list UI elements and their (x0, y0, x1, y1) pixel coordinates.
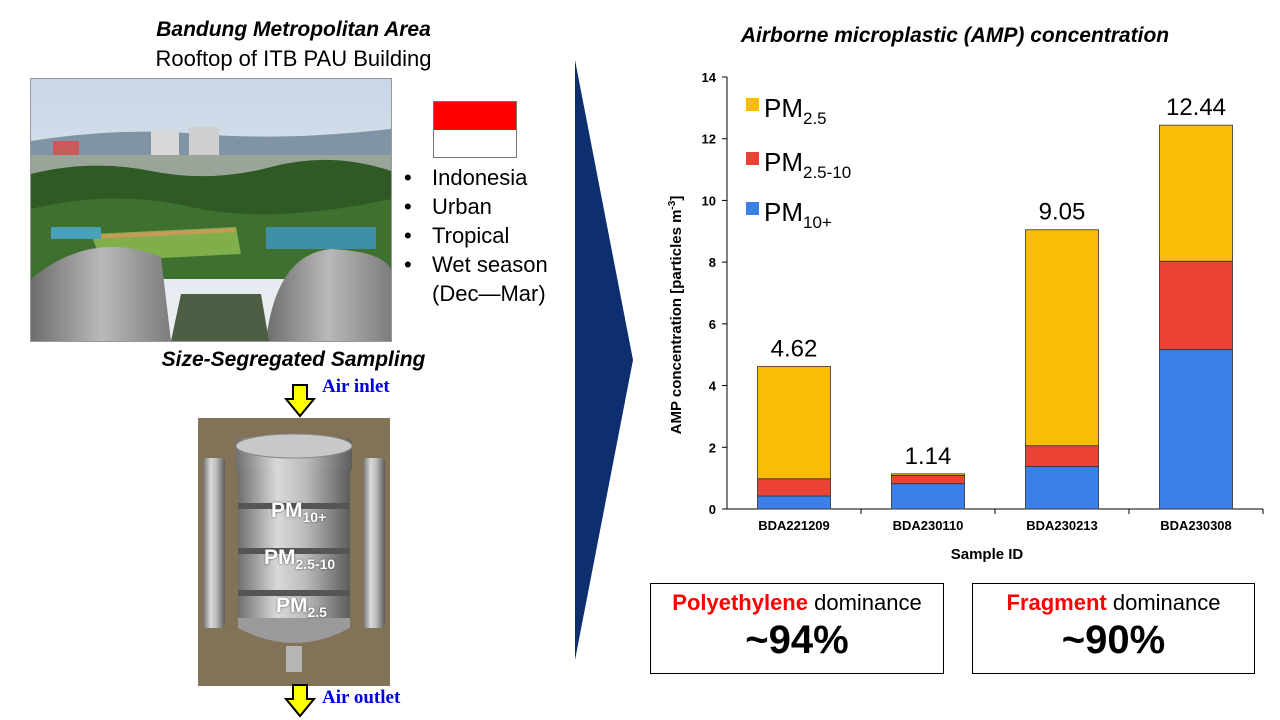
y-tick-label: 2 (709, 440, 716, 455)
bar-segment-10+ (1025, 466, 1099, 510)
site-title: Bandung Metropolitan Area (156, 18, 431, 41)
bar-segment-2.5-10 (1159, 260, 1233, 350)
bar-segment-2.5-10 (891, 474, 965, 485)
outlet-arrow-icon (284, 684, 316, 718)
x-tick-label: BDA230308 (1160, 518, 1232, 533)
bar-segment-2.5-10 (757, 478, 831, 497)
bullet-item: • Wet season (404, 252, 548, 277)
bullet-item: • Tropical (404, 223, 510, 248)
legend: PM2.5 PM2.5-10 PM10+ (746, 93, 851, 232)
sampling-title: Size-Segregated Sampling (161, 348, 426, 371)
legend-label-pm10: PM10+ (764, 197, 832, 232)
bar-segment-2.5 (1025, 229, 1099, 447)
legend-label-pm25-10: PM2.5-10 (764, 147, 851, 182)
flag-white-stripe (434, 129, 516, 157)
sampler-label-pm10: PM10+ (271, 499, 327, 526)
x-tick-label: BDA230213 (1026, 518, 1098, 533)
fragment-value: ~90% (1061, 618, 1166, 662)
bar-segment-10+ (891, 483, 965, 510)
bullet-item: • Urban (404, 194, 492, 219)
polyethylene-box: Polyethylene dominance ~94% (650, 583, 944, 674)
sampler-photo (198, 418, 390, 686)
inlet-arrow-icon (284, 384, 316, 418)
indonesia-flag-icon (433, 101, 517, 158)
y-tick-label: 4 (709, 379, 717, 394)
bar-segment-2.5-10 (1025, 445, 1099, 467)
fragment-label: Fragment dominance (1006, 590, 1221, 615)
bar-segment-2.5 (891, 473, 965, 476)
bar-segment-2.5 (1159, 124, 1233, 262)
amp-concentration-chart: 0 2 4 6 8 10 12 14 4.62 BDA221209 1.14 BDA230110 9.0… (667, 70, 1264, 563)
bar-total-label: 9.05 (1039, 199, 1086, 226)
y-tick-label: 0 (709, 502, 716, 517)
air-outlet-label: Air outlet (322, 687, 401, 708)
bar-total-label: 1.14 (905, 443, 952, 470)
bar-segment-2.5 (757, 366, 831, 480)
bullet-item: • Indonesia (404, 165, 528, 190)
legend-swatch-pm10 (746, 202, 759, 215)
sampler-label-pm25-10: PM2.5-10 (264, 546, 336, 573)
legend-swatch-pm25 (746, 98, 759, 111)
legend-swatch-pm25-10 (746, 152, 759, 165)
x-tick-label: BDA221209 (758, 518, 830, 533)
chevron-arrow-icon (575, 60, 633, 660)
y-tick-label: 12 (702, 132, 716, 147)
y-tick-label: 8 (709, 255, 716, 270)
bar-segment-10+ (1159, 349, 1233, 510)
site-photo (30, 78, 392, 342)
legend-label-pm25: PM2.5 (764, 93, 827, 128)
y-tick-label: 10 (702, 193, 716, 208)
bullet-item-continuation: (Dec—Mar) (432, 281, 546, 306)
chart-title: Airborne microplastic (AMP) concentratio… (740, 24, 1170, 47)
fragment-box: Fragment dominance ~90% (972, 583, 1255, 674)
site-subtitle: Rooftop of ITB PAU Building (155, 46, 432, 71)
sampler-label-pm25: PM2.5 (276, 594, 327, 621)
polyethylene-label: Polyethylene dominance (672, 590, 922, 615)
y-axis-label: AMP concentration [particles m-3] (667, 196, 685, 435)
x-axis-label: Sample ID (951, 546, 1024, 563)
y-tick-label: 14 (702, 70, 717, 85)
site-bullet-list: • Indonesia • Urban • Tropical • Wet season … (404, 163, 548, 308)
flag-red-stripe (434, 102, 516, 130)
x-tick-label: BDA230110 (893, 518, 964, 533)
polyethylene-value: ~94% (745, 618, 849, 662)
bar-total-label: 4.62 (771, 335, 818, 362)
y-tick-label: 6 (709, 317, 716, 332)
air-inlet-label: Air inlet (322, 376, 390, 397)
bar-segment-10+ (757, 495, 831, 510)
bar-total-label: 12.44 (1166, 94, 1226, 121)
